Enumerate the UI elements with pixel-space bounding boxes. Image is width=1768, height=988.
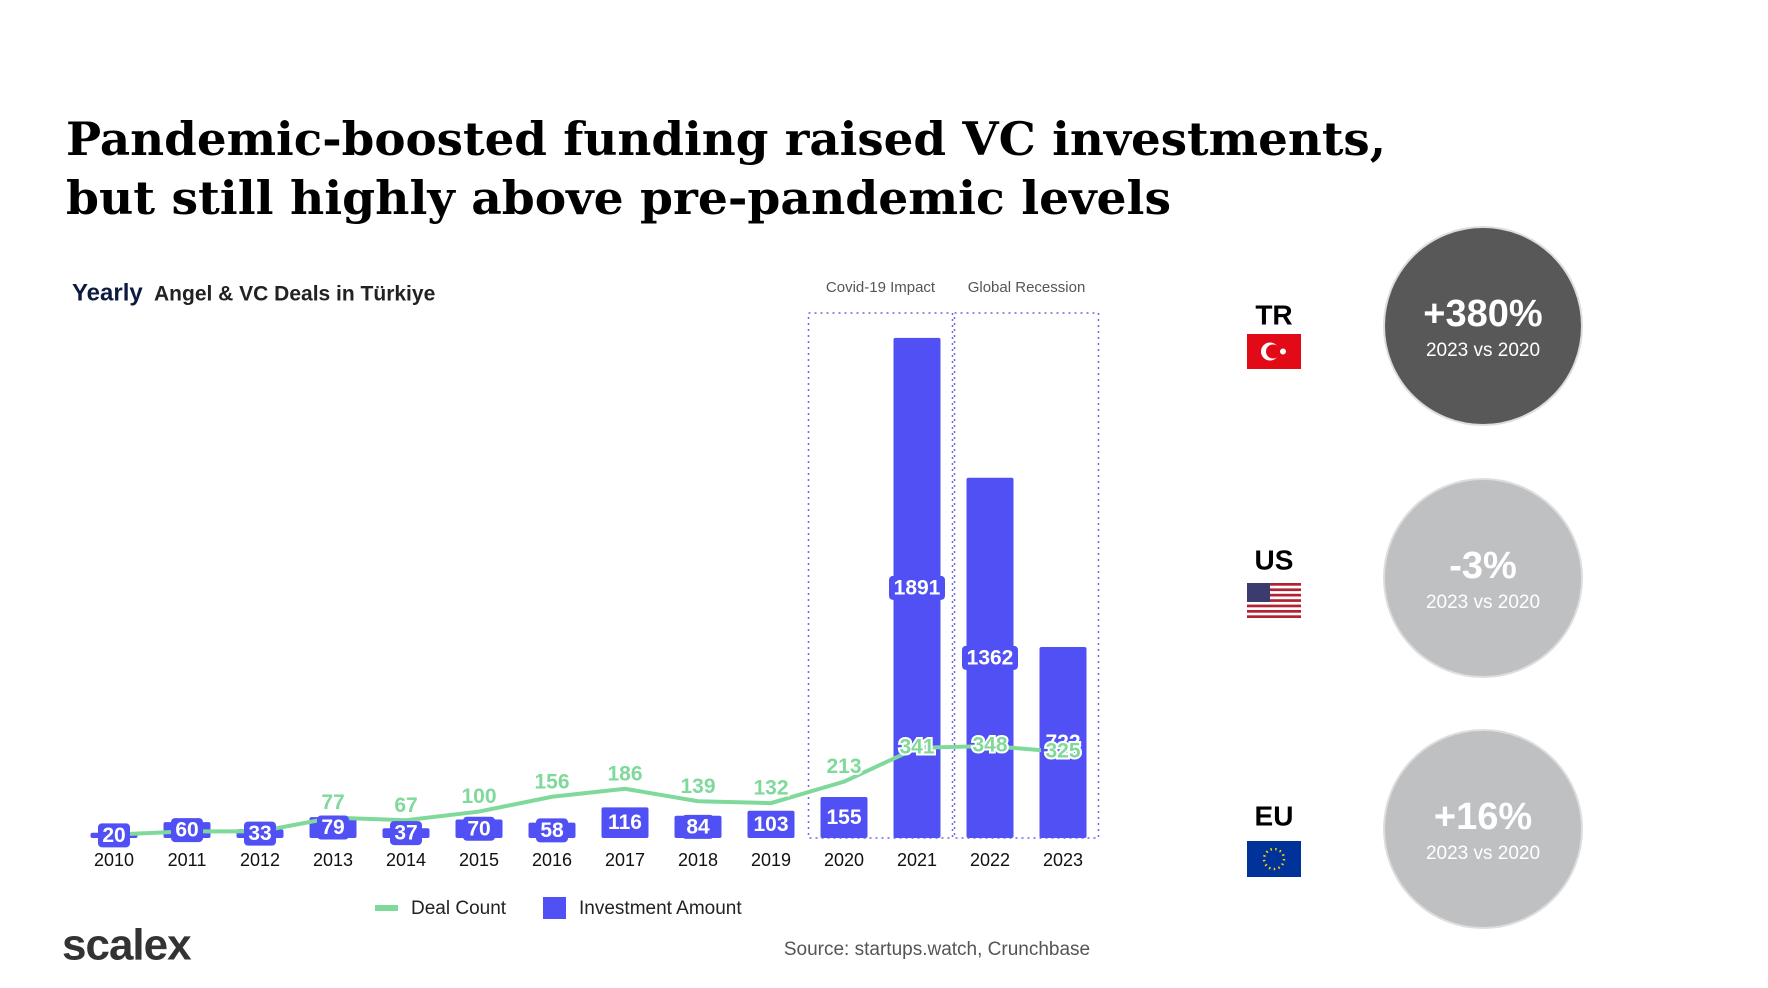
source: Source: startups.watch, Crunchbase: [784, 939, 1090, 960]
bar-label-bg: [536, 818, 568, 843]
panel-code: EU: [1255, 800, 1294, 831]
bar-label: 58: [540, 819, 564, 842]
legend-label: Investment Amount: [579, 898, 742, 919]
panel-circle: [1383, 478, 1583, 678]
line-label: 156: [534, 770, 569, 793]
bar-label: 70: [467, 817, 490, 840]
annotation-box: [953, 312, 1100, 839]
panel-value: +380%: [1423, 293, 1542, 335]
legend-label: Deal Count: [411, 898, 507, 919]
bar-label-bg: [463, 816, 495, 841]
bar-label-bg: [682, 814, 714, 839]
x-tick-label: 2021: [897, 850, 937, 870]
x-tick-label: 2014: [386, 850, 426, 870]
panel-code: US: [1255, 544, 1294, 575]
bar-label: 1891: [894, 576, 941, 599]
bar-label-bg: [889, 575, 945, 600]
bar-label: 60: [175, 819, 198, 842]
bar-label-bg: [749, 812, 793, 837]
subtitle-strong: Yearly: [72, 279, 143, 306]
bar-label: 155: [826, 806, 861, 829]
x-tick-label: 2011: [168, 850, 207, 870]
bar-label: 84: [686, 815, 710, 838]
panel-circle: [1383, 226, 1583, 426]
title-line: but still highly above pre-pandemic leve…: [66, 171, 1171, 225]
line-label: 213: [826, 755, 861, 778]
flag-tr: [1247, 334, 1301, 369]
panel-value: -3%: [1449, 545, 1517, 587]
annotation-label: Global Recession: [968, 279, 1086, 296]
line-label: 77: [321, 791, 344, 814]
bar-label: 1362: [967, 646, 1014, 669]
line-label: 139: [680, 775, 715, 798]
panel-code: TR: [1255, 299, 1292, 330]
x-tick-label: 2013: [313, 850, 353, 870]
flag-eu: [1247, 841, 1301, 877]
x-tick-label: 2018: [678, 850, 718, 870]
bar-label-bg: [962, 645, 1018, 670]
subtitle: Angel & VC Deals in Türkiye: [154, 283, 435, 306]
bar-label: 20: [102, 824, 125, 847]
panel-note: 2023 vs 2020: [1426, 843, 1540, 864]
line-label: 341: [899, 735, 934, 758]
line-label: 186: [607, 762, 642, 785]
title-line: Pandemic-boosted funding raised VC inves…: [66, 112, 1386, 166]
bar-label-bg: [390, 821, 422, 846]
bar-label-bg: [244, 821, 276, 846]
bar-label-bg: [317, 815, 349, 840]
flag-us: [1247, 583, 1301, 618]
bar-label-bg: [98, 823, 130, 848]
x-tick-label: 2023: [1043, 850, 1083, 870]
x-tick-label: 2022: [970, 850, 1010, 870]
bar-label: 103: [753, 813, 788, 836]
x-tick-label: 2020: [824, 850, 864, 870]
bar-label: 33: [248, 822, 271, 845]
bar-label-bg: [1041, 730, 1085, 755]
line-label: 100: [461, 785, 496, 808]
line-label: 67: [394, 794, 417, 817]
x-tick-label: 2016: [532, 850, 572, 870]
annotation-box: [807, 312, 954, 839]
line-label: 325: [1045, 740, 1080, 763]
x-tick-label: 2017: [605, 850, 645, 870]
bar-label-bg: [171, 818, 203, 843]
panel-note: 2023 vs 2020: [1426, 340, 1540, 361]
panel-value: +16%: [1434, 796, 1532, 838]
line-label: 348: [972, 734, 1007, 757]
x-tick-label: 2012: [240, 850, 280, 870]
logo: scalex: [62, 921, 192, 970]
bar-label-bg: [822, 805, 866, 830]
line-label: 132: [753, 777, 788, 800]
legend-swatch: [543, 897, 566, 919]
x-tick-label: 2010: [94, 850, 134, 870]
annotation-label: Covid-19 Impact: [826, 279, 936, 296]
bar-label: 79: [321, 816, 344, 839]
x-tick-label: 2015: [459, 850, 499, 870]
panel-note: 2023 vs 2020: [1426, 592, 1540, 613]
bar-label: 116: [608, 811, 642, 834]
bar-label: 722: [1045, 731, 1080, 754]
x-tick-label: 2019: [751, 850, 791, 870]
panel-circle: [1383, 729, 1583, 929]
bar-label-bg: [603, 810, 647, 835]
bar-label: 37: [394, 822, 417, 845]
